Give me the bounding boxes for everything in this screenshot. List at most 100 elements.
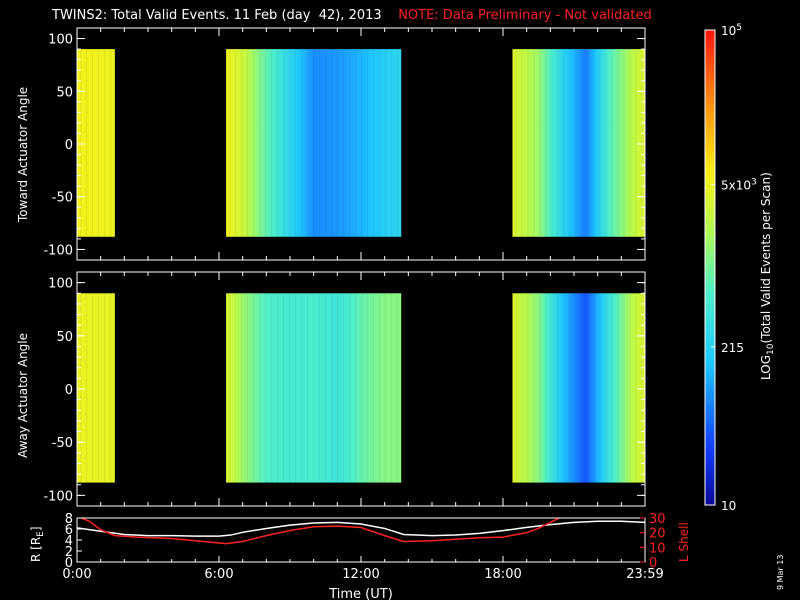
- streak: [391, 293, 393, 483]
- streak: [349, 293, 351, 483]
- streak: [605, 293, 607, 483]
- streak: [295, 49, 297, 237]
- middle-heatmap-panel: 100 50 0 -50 -100: [43, 271, 646, 507]
- streak: [617, 49, 619, 237]
- streak: [545, 49, 547, 237]
- streak: [241, 293, 243, 483]
- streak: [271, 293, 273, 483]
- streak: [611, 49, 613, 237]
- streak: [343, 293, 345, 483]
- streak: [289, 293, 291, 483]
- x-tick-label: 23:59: [626, 567, 663, 582]
- streak: [361, 293, 363, 483]
- streak: [385, 293, 387, 483]
- streak: [593, 49, 595, 237]
- streak: [80, 49, 81, 237]
- streak: [271, 49, 273, 237]
- x-tick-label: 12:00: [342, 567, 379, 582]
- streak: [98, 49, 99, 237]
- streak: [641, 49, 643, 237]
- orbit-lines: [77, 518, 645, 545]
- streak: [86, 293, 87, 483]
- streak: [98, 293, 99, 483]
- streak: [301, 293, 303, 483]
- data-block: [226, 293, 402, 483]
- right-y-tick-label: 0: [649, 556, 657, 571]
- streak: [104, 49, 105, 237]
- streak: [92, 293, 93, 483]
- streak: [551, 49, 553, 237]
- streak: [331, 49, 333, 237]
- preliminary-note: NOTE: Data Preliminary - Not validated: [398, 8, 652, 23]
- left-y-tick-label: 6: [65, 523, 73, 538]
- streak: [515, 293, 517, 483]
- streak: [337, 49, 339, 237]
- streak: [605, 49, 607, 237]
- streak: [313, 49, 315, 237]
- streak: [569, 49, 571, 237]
- streak: [247, 293, 249, 483]
- streak: [283, 293, 285, 483]
- streak: [397, 49, 399, 237]
- data-block: [512, 49, 645, 237]
- streak: [247, 49, 249, 237]
- streak: [277, 293, 279, 483]
- streak: [385, 49, 387, 237]
- title-text: TWINS2: Total Valid Events. 11 Feb (day …: [52, 8, 382, 23]
- data-block: [77, 49, 115, 237]
- streak: [301, 49, 303, 237]
- streak: [86, 49, 87, 237]
- r-distance-line: [77, 520, 645, 537]
- streak: [277, 49, 279, 237]
- streak: [235, 49, 237, 237]
- streak: [104, 293, 105, 483]
- streak: [295, 293, 297, 483]
- x-tick-label: 18:00: [484, 567, 521, 582]
- streak: [587, 293, 589, 483]
- l-shell-line: [78, 518, 561, 545]
- streak: [599, 49, 601, 237]
- streak: [379, 293, 381, 483]
- streak: [527, 49, 529, 237]
- chart-title: TWINS2: Total Valid Events. 11 Feb (day …: [52, 8, 652, 23]
- streak: [253, 293, 255, 483]
- y-tick-label: 100: [48, 33, 73, 48]
- streak: [617, 293, 619, 483]
- colorbar-scale: [704, 29, 716, 506]
- streak: [379, 49, 381, 237]
- data-block: [226, 49, 402, 237]
- streak: [575, 293, 577, 483]
- left-y-tick-label: 8: [65, 512, 73, 527]
- data-block: [77, 293, 115, 483]
- streak: [265, 293, 267, 483]
- colorbar-label: LOG10(Total Valid Events per Scan): [759, 172, 776, 380]
- x-axis-label: Time (UT): [328, 587, 393, 600]
- y-tick-label: -50: [52, 436, 73, 451]
- streak: [635, 293, 637, 483]
- streak: [355, 293, 357, 483]
- right-y-tick-label: 20: [649, 527, 666, 542]
- colorbar-tick-label: 5x103: [721, 177, 757, 192]
- streak: [92, 49, 93, 237]
- streak: [319, 293, 321, 483]
- streak: [539, 49, 541, 237]
- streak: [259, 49, 261, 237]
- streak: [361, 49, 363, 237]
- colorbar: 105 5x103 215 10 LOG10(Total Valid Events pe…: [704, 23, 776, 513]
- data-block: [512, 293, 645, 483]
- streak: [337, 293, 339, 483]
- streak: [349, 49, 351, 237]
- streak: [533, 49, 535, 237]
- streak: [241, 49, 243, 237]
- streak: [575, 49, 577, 237]
- streak: [521, 49, 523, 237]
- y-tick-label: -50: [52, 191, 73, 206]
- streak: [533, 293, 535, 483]
- y-tick-label: 50: [56, 85, 73, 100]
- colorbar-tick-label: 105: [721, 23, 742, 38]
- streak: [593, 293, 595, 483]
- streak: [623, 49, 625, 237]
- y-tick-label: 0: [65, 138, 73, 153]
- streak: [641, 293, 643, 483]
